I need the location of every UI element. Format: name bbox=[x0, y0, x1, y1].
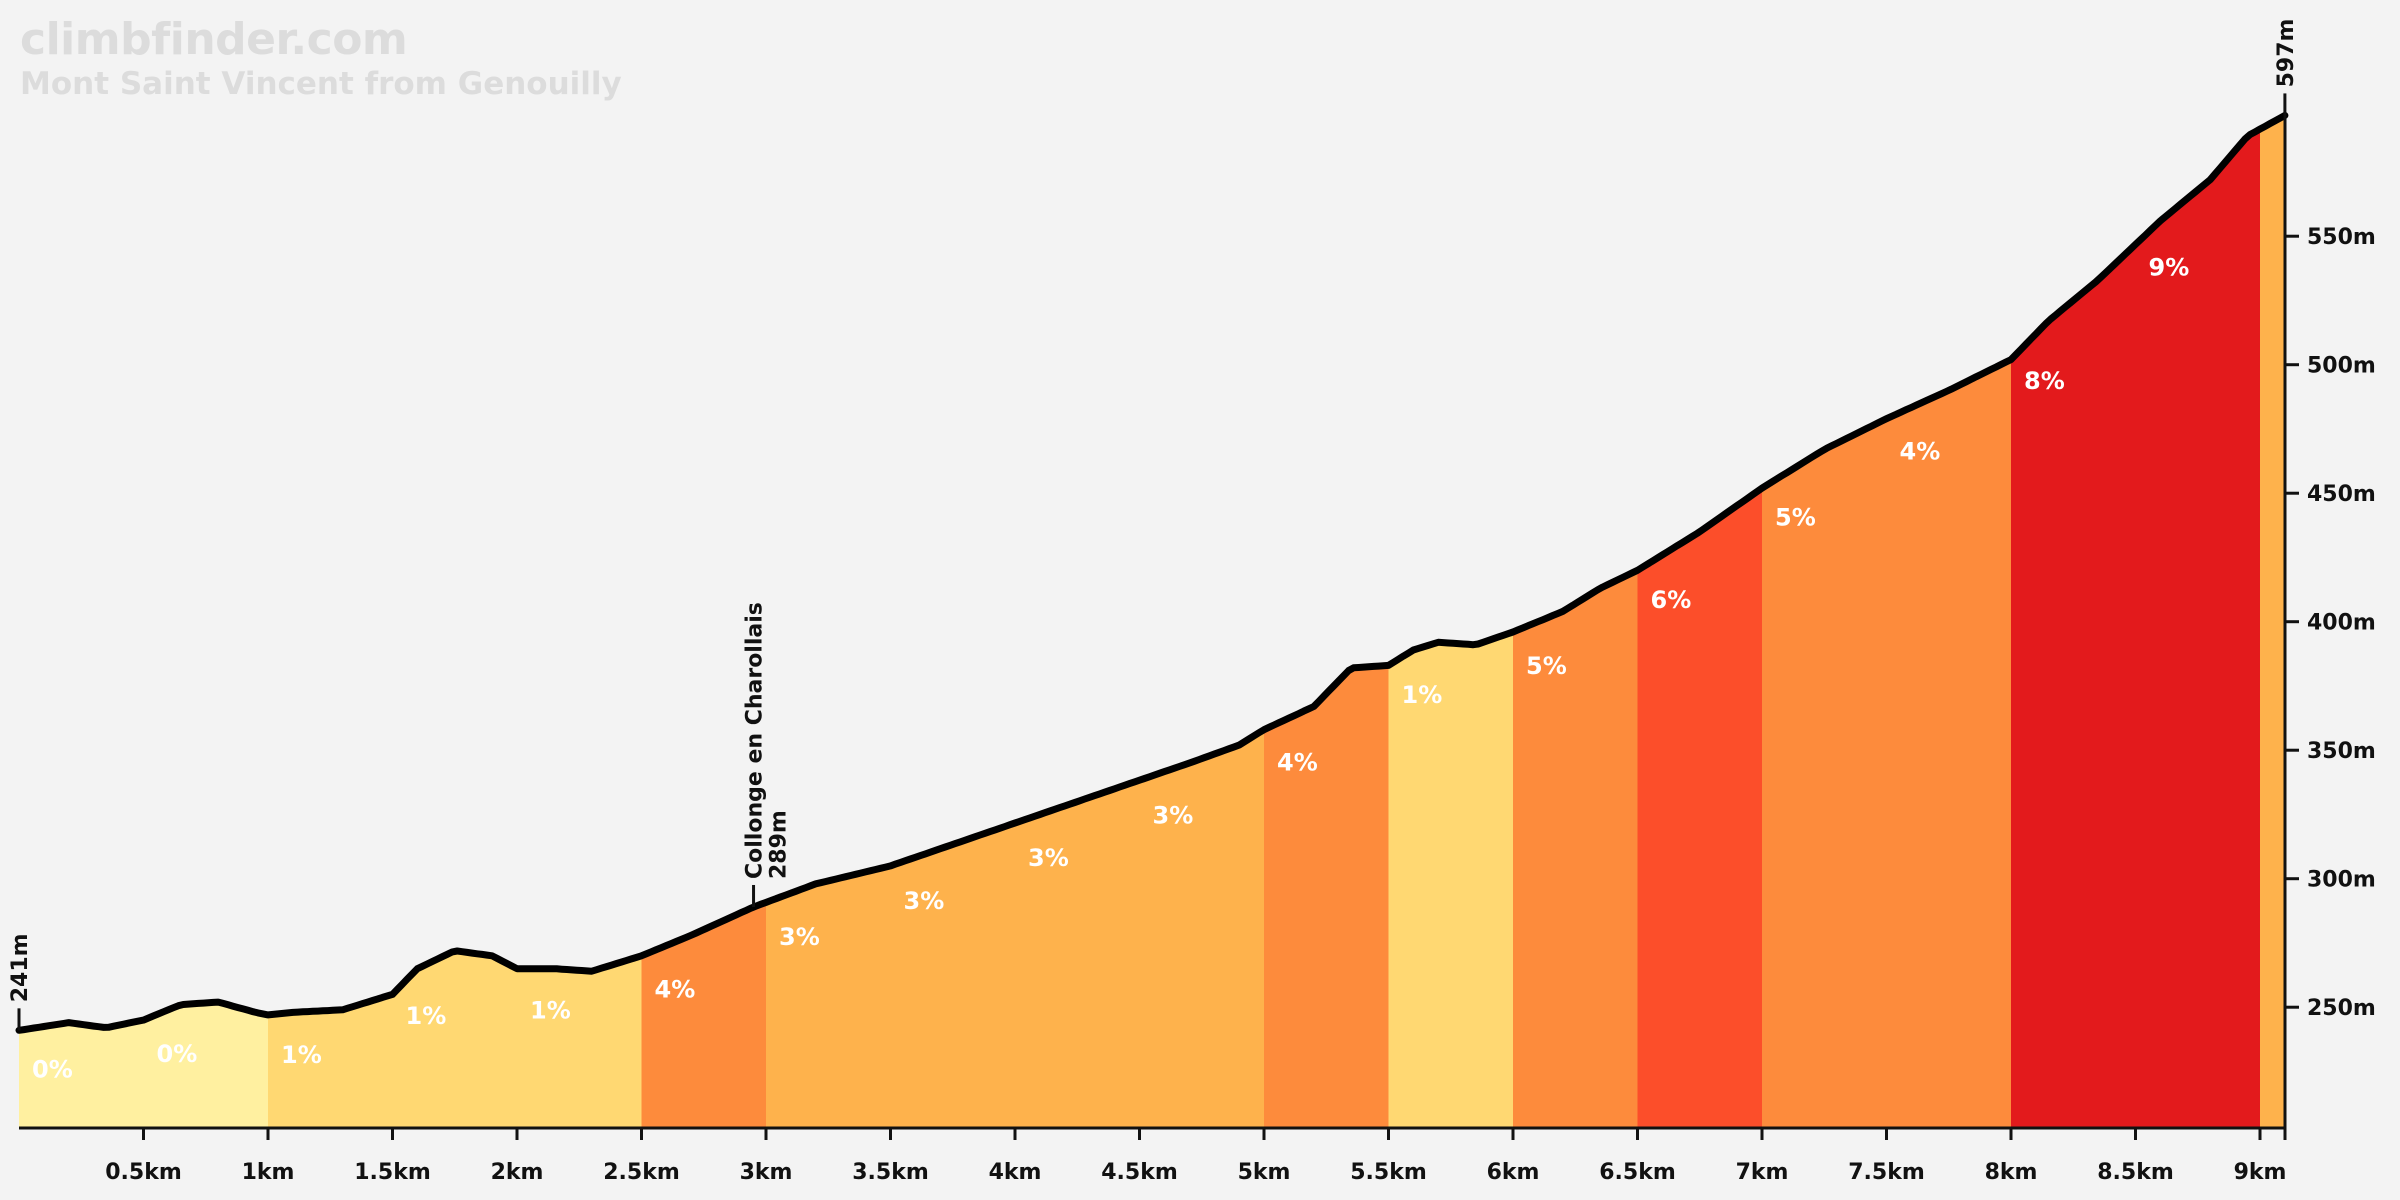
grade-segment-17 bbox=[2135, 129, 2260, 1129]
x-tick-label: 2km bbox=[491, 1160, 544, 1185]
grade-segment-15 bbox=[1886, 359, 2011, 1129]
y-tick-label: 500m bbox=[2307, 354, 2376, 379]
grade-label: 5% bbox=[1526, 652, 1567, 680]
grade-segment-18 bbox=[2260, 115, 2285, 1128]
grade-segment-13 bbox=[1637, 488, 1762, 1129]
grade-label: 1% bbox=[530, 997, 571, 1025]
grade-label: 5% bbox=[1775, 504, 1816, 532]
grade-segment-12 bbox=[1513, 570, 1638, 1128]
y-tick-label: 350m bbox=[2307, 739, 2376, 764]
x-tick-label: 1km bbox=[242, 1160, 295, 1185]
grade-label: 9% bbox=[2149, 254, 2190, 282]
grade-segment-16 bbox=[2011, 244, 2136, 1128]
x-tick-label: 3km bbox=[740, 1160, 793, 1185]
grade-label: 3% bbox=[779, 923, 820, 951]
grade-label: 1% bbox=[406, 1002, 447, 1030]
y-tick-label: 400m bbox=[2307, 611, 2376, 636]
x-tick-label: 3.5km bbox=[852, 1160, 929, 1185]
grade-label: 3% bbox=[904, 887, 945, 915]
grade-segment-6 bbox=[766, 865, 891, 1128]
grade-segment-2 bbox=[268, 994, 393, 1128]
x-tick-label: 7km bbox=[1736, 1160, 1789, 1185]
chart-subtitle: Mont Saint Vincent from Genouilly bbox=[20, 66, 622, 102]
grade-segment-4 bbox=[517, 955, 642, 1128]
x-tick-label: 8km bbox=[1985, 1160, 2038, 1185]
grade-label: 1% bbox=[281, 1041, 322, 1069]
grade-segment-1 bbox=[143, 1002, 268, 1128]
grade-label: 4% bbox=[655, 976, 696, 1004]
x-tick-label: 6.5km bbox=[1599, 1160, 1676, 1185]
marker-elevation: 597m bbox=[2274, 19, 2299, 88]
grade-label: 4% bbox=[1900, 438, 1941, 466]
grade-segment-14 bbox=[1762, 418, 1887, 1128]
grade-label: 8% bbox=[2024, 367, 2065, 395]
x-tick-label: 7.5km bbox=[1848, 1160, 1925, 1185]
grade-segment-0 bbox=[19, 1020, 144, 1128]
grade-segment-8 bbox=[1015, 780, 1140, 1128]
elevation-line bbox=[15, 111, 2289, 1034]
x-tick-label: 4km bbox=[989, 1160, 1042, 1185]
grade-label: 0% bbox=[32, 1055, 73, 1083]
grade-segment-5 bbox=[641, 902, 766, 1128]
grade-segment-11 bbox=[1388, 632, 1513, 1128]
x-tick-label: 2.5km bbox=[603, 1160, 680, 1185]
y-tick-label: 250m bbox=[2307, 996, 2376, 1021]
brand-watermark: climbfinder.com bbox=[20, 14, 408, 65]
grade-segment-10 bbox=[1264, 665, 1389, 1128]
grade-label: 1% bbox=[1402, 681, 1443, 709]
grade-segment-3 bbox=[392, 951, 517, 1128]
x-tick-label: 1.5km bbox=[354, 1160, 431, 1185]
x-tick-label: 9km bbox=[2234, 1160, 2287, 1185]
x-tick-label: 4.5km bbox=[1101, 1160, 1178, 1185]
y-tick-label: 450m bbox=[2307, 482, 2376, 507]
grade-label: 3% bbox=[1153, 801, 1194, 829]
y-tick-label: 300m bbox=[2307, 868, 2376, 893]
marker-elevation: 289m bbox=[767, 810, 792, 879]
marker-elevation: 241m bbox=[8, 933, 33, 1002]
x-tick-label: 5.5km bbox=[1350, 1160, 1427, 1185]
grade-label: 4% bbox=[1277, 748, 1318, 776]
marker-name: Collonge en Charollais bbox=[743, 602, 768, 879]
x-tick-label: 6km bbox=[1487, 1160, 1540, 1185]
grade-label: 0% bbox=[157, 1040, 198, 1068]
grade-label: 6% bbox=[1651, 586, 1692, 614]
grade-label: 3% bbox=[1028, 844, 1069, 872]
x-tick-label: 0.5km bbox=[105, 1160, 182, 1185]
grade-segment-7 bbox=[890, 823, 1015, 1128]
x-tick-label: 8.5km bbox=[2097, 1160, 2174, 1185]
x-tick-label: 5km bbox=[1238, 1160, 1291, 1185]
y-tick-label: 550m bbox=[2307, 225, 2376, 250]
grade-segment-9 bbox=[1139, 729, 1264, 1128]
